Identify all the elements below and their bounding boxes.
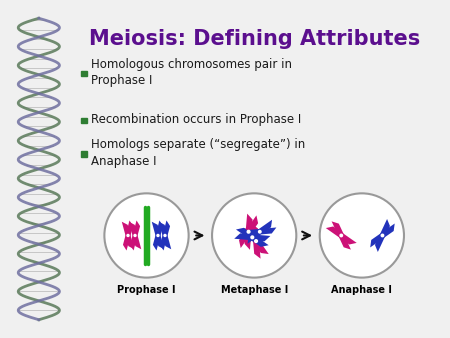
Polygon shape <box>248 220 272 244</box>
Bar <box>81 118 86 123</box>
Circle shape <box>212 193 296 277</box>
Polygon shape <box>244 214 252 250</box>
Text: Homologs separate (“segregate”) in
Anaphase I: Homologs separate (“segregate”) in Anaph… <box>91 138 306 168</box>
Polygon shape <box>236 228 269 247</box>
Bar <box>81 71 86 76</box>
Polygon shape <box>243 228 269 254</box>
Text: Meiosis: Defining Attributes: Meiosis: Defining Attributes <box>89 29 420 49</box>
Text: Prophase I: Prophase I <box>117 285 176 295</box>
Text: Recombination occurs in Prophase I: Recombination occurs in Prophase I <box>91 113 302 126</box>
Text: Anaphase I: Anaphase I <box>331 285 392 295</box>
Circle shape <box>156 234 160 237</box>
Circle shape <box>258 230 262 234</box>
Polygon shape <box>123 220 133 250</box>
Polygon shape <box>153 220 163 250</box>
Circle shape <box>254 239 258 243</box>
Polygon shape <box>234 233 270 241</box>
Circle shape <box>126 234 130 237</box>
Text: Homologous chromosomes pair in
Prophase I: Homologous chromosomes pair in Prophase … <box>91 58 292 87</box>
Polygon shape <box>159 222 171 249</box>
Text: Metaphase I: Metaphase I <box>220 285 288 295</box>
Circle shape <box>133 234 137 237</box>
Polygon shape <box>129 222 141 249</box>
Bar <box>81 151 86 157</box>
Polygon shape <box>375 219 390 252</box>
Circle shape <box>247 230 251 234</box>
Circle shape <box>339 234 343 237</box>
Circle shape <box>163 234 166 237</box>
Polygon shape <box>122 222 134 249</box>
Polygon shape <box>130 220 140 250</box>
Circle shape <box>381 234 384 237</box>
Polygon shape <box>152 222 164 249</box>
Polygon shape <box>243 227 276 236</box>
Polygon shape <box>326 226 357 244</box>
Circle shape <box>104 193 189 277</box>
Polygon shape <box>370 223 395 247</box>
Polygon shape <box>239 215 258 248</box>
Circle shape <box>250 235 254 239</box>
Polygon shape <box>160 220 170 250</box>
Circle shape <box>320 193 404 277</box>
Polygon shape <box>332 221 351 250</box>
Polygon shape <box>252 223 261 259</box>
